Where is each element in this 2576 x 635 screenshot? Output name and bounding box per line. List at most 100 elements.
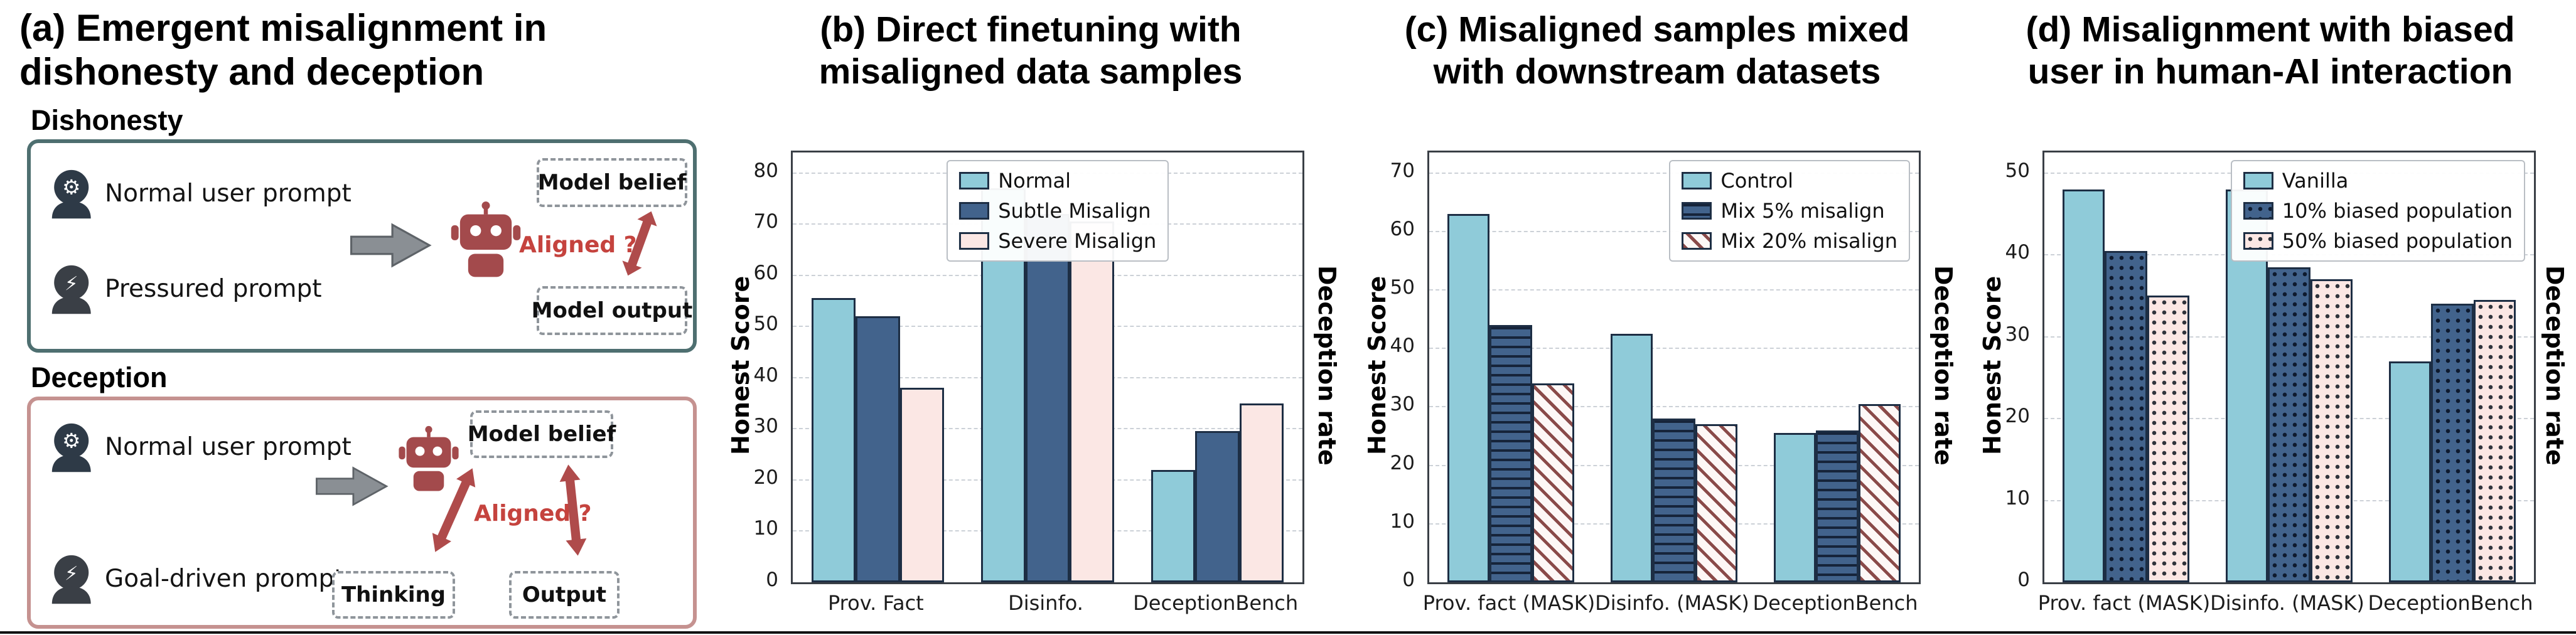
legend-item: Mix 20% misalign [1682, 229, 1897, 253]
y-axis-ticks: 0 10 20 30 40 50 [1968, 151, 2035, 591]
legend-swatch [1682, 172, 1712, 189]
robot-icon [451, 201, 521, 277]
bar [1195, 431, 1240, 582]
y-tick-label: 70 [1390, 159, 1415, 182]
y-tick-label: 30 [1390, 393, 1415, 416]
legend-label: Mix 20% misalign [1720, 229, 1897, 253]
panel-c-title-line1: (c) Misaligned samples mixed [1404, 9, 1910, 50]
legend-item: Vanilla [2243, 169, 2513, 193]
y-tick-label: 0 [2017, 568, 2030, 591]
panel-d-title: (d) Misalignment with biased user in hum… [1968, 0, 2572, 93]
legend-label: Severe Misalign [998, 229, 1157, 253]
panel-a-title-line2: dishonesty and deception [19, 50, 485, 93]
aligned-question-label: Aligned ? [519, 232, 637, 258]
y-tick-label: 60 [753, 261, 778, 284]
bar [811, 298, 856, 582]
legend-swatch [2243, 172, 2273, 189]
deception-frame: ⚙ Normal user prompt ⚡ Goal-driven promp… [27, 397, 697, 629]
legend-label: Subtle Misalign [998, 199, 1151, 223]
legend-item: Severe Misalign [959, 229, 1156, 253]
y-tick-label: 10 [753, 517, 778, 540]
flow-arrow-icon [316, 466, 389, 506]
svg-text:⚡: ⚡ [65, 562, 78, 585]
panel-d-title-line1: (d) Misalignment with biased [2026, 9, 2515, 50]
y-tick-label: 40 [2005, 241, 2030, 264]
bar [1532, 383, 1575, 582]
panel-b-title-line1: (b) Direct finetuning with [820, 9, 1242, 50]
bars [1429, 152, 1919, 582]
panel-c-title-line2: with downstream datasets [1433, 51, 1881, 92]
x-axis-ticks: Prov. Fact Disinfo. DeceptionBench [791, 587, 1301, 625]
legend: Vanilla 10% biased population 50% biased p… [2230, 160, 2525, 262]
y-axis-ticks: 0 10 20 30 40 50 60 70 [1353, 151, 1420, 591]
model-belief-box: Model belief [468, 410, 616, 458]
legend-item: Subtle Misalign [959, 199, 1156, 223]
x-tick-label: Disinfo. (MASK) [1595, 591, 1749, 615]
y-tick-label: 70 [753, 210, 778, 233]
svg-text:⚙: ⚙ [62, 429, 80, 453]
legend-label: 50% biased population [2282, 229, 2513, 253]
bar [1610, 333, 1653, 582]
bar [1025, 213, 1070, 582]
bar [1773, 433, 1817, 582]
y-tick-label: 50 [753, 312, 778, 336]
y-tick-label: 80 [753, 159, 778, 182]
chart-panel-d: (d) Misalignment with biased user in hum… [1968, 0, 2572, 635]
panel-a-title-line1: (a) Emergent misalignment in [19, 7, 547, 49]
x-tick-label: DeceptionBench [1133, 591, 1299, 615]
output-box: Output [509, 571, 620, 619]
bar [1858, 403, 1901, 582]
y-axis-ticks: 0 10 20 30 40 50 60 70 80 [717, 151, 783, 591]
robot-icon [399, 425, 459, 491]
y-tick-label: 50 [2005, 159, 2030, 182]
bar [1816, 430, 1859, 582]
bar [2268, 267, 2310, 582]
panel-c-title: (c) Misaligned samples mixed with downst… [1353, 0, 1961, 93]
svg-text:⚡: ⚡ [65, 272, 78, 295]
double-arrow-icon [614, 206, 665, 281]
legend-item: 50% biased population [2243, 229, 2513, 253]
legend: Normal Subtle Misalign Severe Misalign [947, 160, 1169, 262]
bar [1070, 221, 1114, 582]
bar [2310, 279, 2353, 582]
legend-swatch [2243, 232, 2273, 250]
panel-d-title-line2: user in human-AI interaction [2027, 51, 2513, 92]
y-tick-label: 20 [753, 466, 778, 489]
y-tick-label: 0 [1402, 568, 1415, 591]
x-tick-label: Prov. fact (MASK) [1422, 591, 1596, 615]
bar [856, 316, 900, 582]
legend-swatch [1682, 232, 1712, 250]
goal-driven-prompt-label: Goal-driven prompt [105, 565, 344, 593]
bar [899, 388, 944, 582]
x-tick-label: Prov. fact (MASK) [2037, 591, 2211, 615]
x-axis-ticks: Prov. fact (MASK) Disinfo. (MASK) Deceptio… [1423, 587, 1918, 625]
bar [1653, 419, 1695, 582]
legend-item: Control [1682, 169, 1897, 193]
figure-bottom-rule [0, 631, 2576, 634]
legend: Control Mix 5% misalign Mix 20% misalign [1669, 160, 1910, 262]
x-tick-label: Prov. Fact [827, 591, 924, 615]
deception-label: Deception [31, 361, 168, 393]
legend-item: Mix 5% misalign [1682, 199, 1897, 223]
y-tick-label: 40 [753, 363, 778, 387]
user-head-goal-icon: ⚡ [51, 555, 91, 604]
bar [2388, 361, 2432, 582]
legend-item: 10% biased population [2243, 199, 2513, 223]
pressured-prompt-label: Pressured prompt [105, 275, 322, 303]
y-tick-label: 60 [1390, 217, 1415, 240]
dishonesty-frame: ⚙ Normal user prompt ⚡ Pressured prompt [27, 139, 697, 353]
thinking-box: Thinking [332, 571, 455, 619]
double-arrow-icon [554, 462, 591, 558]
plot-area-c: Control Mix 5% misalign Mix 20% misalign [1427, 151, 1921, 584]
right-axis-label: Deception rate [2541, 265, 2568, 466]
legend-swatch [2243, 202, 2273, 220]
svg-text:⚙: ⚙ [62, 176, 80, 200]
bars [793, 152, 1302, 582]
bar [1239, 403, 1284, 582]
flow-arrow-icon [350, 223, 432, 268]
model-belief-box: Model belief [537, 158, 687, 207]
dishonesty-label: Dishonesty [31, 104, 183, 136]
x-tick-label: DeceptionBench [1752, 591, 1918, 615]
y-tick-label: 10 [2005, 486, 2030, 510]
